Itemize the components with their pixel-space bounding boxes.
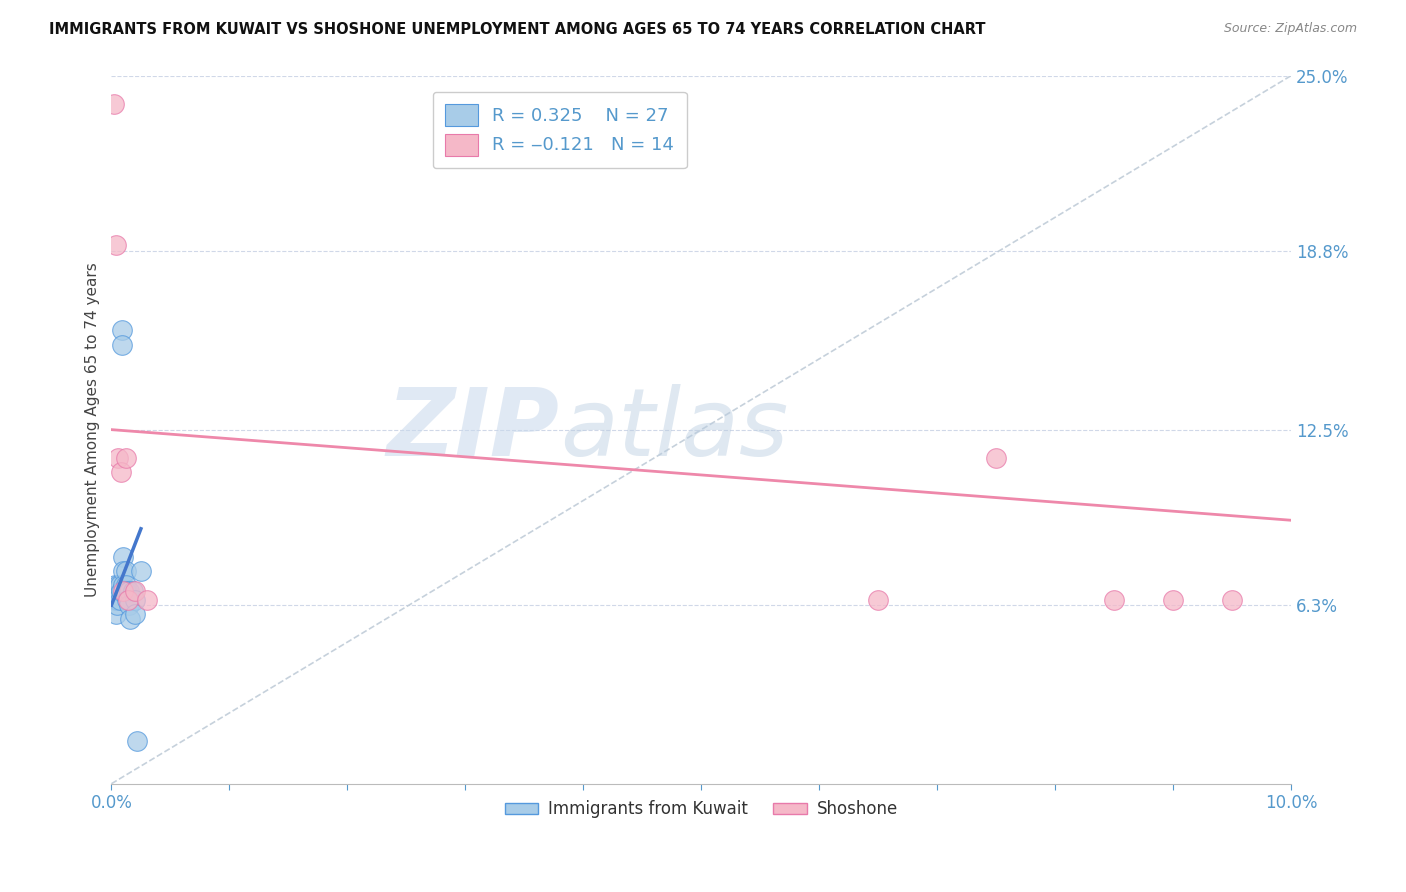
Point	[118, 584, 141, 599]
Point	[108, 592, 131, 607]
Point	[104, 578, 127, 592]
Point	[127, 734, 149, 748]
Point	[114, 450, 136, 465]
Point	[135, 592, 157, 607]
Point	[114, 578, 136, 592]
Point	[103, 592, 125, 607]
Point	[124, 584, 146, 599]
Point	[115, 592, 138, 607]
Point	[114, 584, 136, 599]
Point	[121, 584, 143, 599]
Point	[112, 564, 135, 578]
Point	[1104, 592, 1126, 607]
Point	[1220, 592, 1243, 607]
Point	[117, 592, 139, 607]
Point	[111, 323, 134, 337]
Text: ZIP: ZIP	[387, 384, 560, 475]
Point	[124, 607, 146, 621]
Point	[107, 578, 129, 592]
Text: Source: ZipAtlas.com: Source: ZipAtlas.com	[1223, 22, 1357, 36]
Point	[105, 599, 128, 613]
Point	[112, 584, 135, 599]
Text: atlas: atlas	[560, 384, 787, 475]
Point	[105, 607, 128, 621]
Text: IMMIGRANTS FROM KUWAIT VS SHOSHONE UNEMPLOYMENT AMONG AGES 65 TO 74 YEARS CORREL: IMMIGRANTS FROM KUWAIT VS SHOSHONE UNEMP…	[49, 22, 986, 37]
Legend: Immigrants from Kuwait, Shoshone: Immigrants from Kuwait, Shoshone	[498, 794, 904, 825]
Y-axis label: Unemployment Among Ages 65 to 74 years: Unemployment Among Ages 65 to 74 years	[86, 262, 100, 597]
Point	[110, 584, 132, 599]
Point	[114, 564, 136, 578]
Point	[111, 337, 134, 351]
Point	[112, 578, 135, 592]
Point	[120, 612, 142, 626]
Point	[105, 584, 128, 599]
Point	[112, 550, 135, 565]
Point	[108, 578, 131, 592]
Point	[103, 96, 125, 111]
Point	[1163, 592, 1185, 607]
Point	[868, 592, 890, 607]
Point	[105, 592, 128, 607]
Point	[110, 465, 132, 479]
Point	[986, 450, 1008, 465]
Point	[124, 592, 146, 607]
Point	[105, 238, 128, 252]
Point	[118, 599, 141, 613]
Point	[129, 564, 152, 578]
Point	[107, 450, 129, 465]
